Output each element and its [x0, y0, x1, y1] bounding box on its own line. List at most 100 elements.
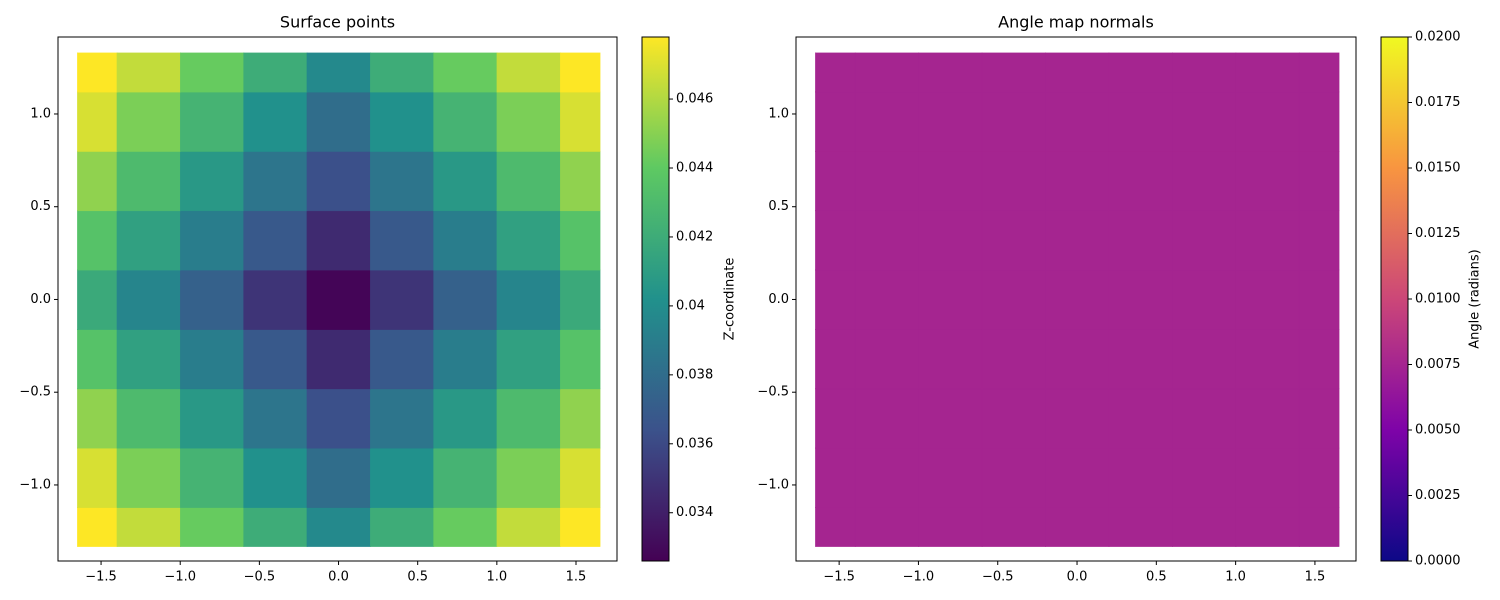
- point-cell: [1108, 447, 1173, 508]
- point-cell: [854, 507, 920, 547]
- point-cell: [560, 52, 601, 93]
- point-cell: [496, 52, 561, 93]
- point-cell: [1108, 388, 1173, 449]
- point-cell: [1298, 91, 1340, 152]
- point-cell: [854, 210, 920, 271]
- point-cell: [560, 388, 601, 449]
- y-tick-label: 1.0: [768, 106, 789, 121]
- chart-title: Angle map normals: [998, 13, 1154, 32]
- point-cell: [1108, 52, 1173, 93]
- point-cell: [1172, 91, 1237, 152]
- point-cell: [1108, 507, 1173, 547]
- point-cell: [1298, 328, 1340, 390]
- point-cell: [854, 447, 920, 508]
- point-cell: [1045, 447, 1110, 508]
- colorbar-tick-label: 0.0125: [1415, 226, 1461, 241]
- colorbar: [641, 36, 670, 562]
- point-cell: [815, 210, 856, 271]
- point-cell: [918, 447, 983, 508]
- point-cell: [1235, 91, 1300, 152]
- colorbar-tick-label: 0.0175: [1415, 95, 1461, 110]
- point-cell: [815, 269, 856, 330]
- point-cell: [370, 507, 435, 547]
- point-cell: [1108, 269, 1173, 330]
- x-tick-label: −1.5: [85, 570, 117, 585]
- point-cell: [1235, 447, 1300, 508]
- point-cell: [1172, 328, 1237, 390]
- point-cell: [243, 328, 308, 390]
- point-cell: [981, 388, 1046, 449]
- point-cell: [116, 269, 181, 330]
- point-cell: [981, 269, 1046, 330]
- point-cell: [433, 507, 498, 547]
- x-tick-label: 0.0: [1067, 570, 1088, 585]
- point-cell: [1235, 210, 1300, 271]
- point-cell: [77, 52, 118, 93]
- point-cell: [180, 91, 245, 152]
- point-cell: [180, 150, 245, 212]
- point-cell: [981, 210, 1046, 271]
- point-cell: [433, 388, 498, 449]
- point-cell: [370, 388, 435, 449]
- point-cell: [1045, 150, 1110, 212]
- point-cell: [1045, 210, 1110, 271]
- point-cell: [815, 388, 856, 449]
- point-cell: [243, 388, 308, 449]
- point-cell: [370, 269, 435, 330]
- colorbar-tick-label: 0.0100: [1415, 292, 1461, 307]
- point-cell: [243, 150, 308, 212]
- point-cell: [560, 210, 601, 271]
- point-cell: [116, 507, 181, 547]
- point-cell: [77, 447, 118, 508]
- point-cell: [77, 388, 118, 449]
- point-cell: [1235, 52, 1300, 93]
- point-cell: [560, 507, 601, 547]
- point-cell: [116, 447, 181, 508]
- point-cell: [180, 507, 245, 547]
- point-cell: [306, 388, 371, 449]
- point-cell: [1235, 150, 1300, 212]
- x-tick-label: 1.0: [1225, 570, 1246, 585]
- point-cell: [433, 269, 498, 330]
- point-cell: [560, 328, 601, 390]
- y-tick-label: 0.5: [768, 199, 789, 214]
- x-tick-label: 0.0: [328, 570, 349, 585]
- point-cell: [180, 328, 245, 390]
- point-cell: [243, 269, 308, 330]
- x-tick-label: −1.0: [903, 570, 935, 585]
- colorbar-tick-label: 0.0025: [1415, 488, 1461, 503]
- point-cell: [815, 328, 856, 390]
- point-cell: [1298, 447, 1340, 508]
- point-cell: [116, 91, 181, 152]
- point-cell: [1235, 328, 1300, 390]
- point-cell: [1298, 52, 1340, 93]
- y-tick-label: 0.5: [30, 199, 51, 214]
- point-cell: [496, 388, 561, 449]
- point-cell: [306, 447, 371, 508]
- point-cell: [370, 447, 435, 508]
- point-cell: [981, 150, 1046, 212]
- point-cell: [496, 91, 561, 152]
- x-tick-label: 0.5: [1146, 570, 1167, 585]
- point-cell: [180, 52, 245, 93]
- point-cell: [116, 328, 181, 390]
- point-cell: [180, 447, 245, 508]
- point-cell: [981, 91, 1046, 152]
- x-tick-label: −1.5: [823, 570, 855, 585]
- point-cell: [815, 150, 856, 212]
- colorbar-tick-label: 0.0050: [1415, 423, 1461, 438]
- point-cell: [116, 210, 181, 271]
- point-cell: [1172, 269, 1237, 330]
- point-cell: [1235, 507, 1300, 547]
- point-cell: [918, 91, 983, 152]
- point-cell: [433, 52, 498, 93]
- point-cell: [116, 388, 181, 449]
- colorbar: [1380, 36, 1409, 562]
- point-cell: [918, 388, 983, 449]
- point-cell: [1045, 52, 1110, 93]
- point-cell: [981, 507, 1046, 547]
- colorbar-tick-label: 0.042: [676, 229, 713, 244]
- point-cell: [815, 91, 856, 152]
- colorbar-label: Angle (radians): [1468, 249, 1483, 348]
- point-cell: [306, 269, 371, 330]
